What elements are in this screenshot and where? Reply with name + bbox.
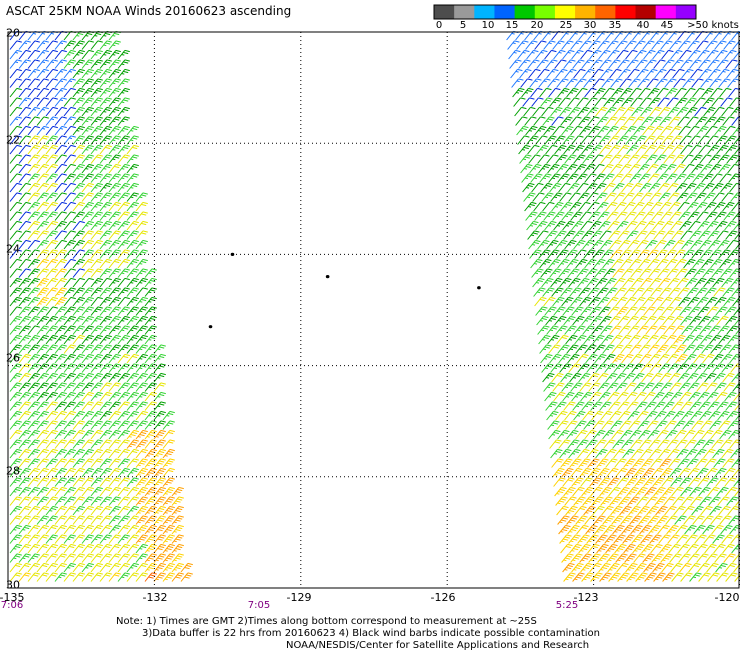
- colorbar-swatch: [575, 5, 596, 19]
- colorbar-frame: [433, 4, 697, 20]
- wind-barbs: [126, 429, 675, 582]
- colorbar-swatch: [655, 5, 677, 19]
- wind-barbs: [9, 30, 740, 145]
- colorbar-label: 15: [505, 20, 519, 31]
- colorbar-label: 40: [636, 20, 650, 31]
- colorbar-label: 0: [435, 20, 443, 31]
- colorbar-swatch: [595, 5, 616, 19]
- x-tick-label: -123: [573, 591, 599, 604]
- map-title: ASCAT 25KM NOAA Winds 20160623 ascending: [6, 4, 292, 18]
- colorbar-label: 10: [481, 20, 495, 31]
- island-marker: [325, 275, 330, 279]
- colorbar-label: >50 knots: [687, 20, 739, 31]
- island-marker: [477, 286, 481, 290]
- x-tick-label: -132: [142, 591, 168, 604]
- colorbar-swatch: [554, 5, 576, 19]
- wind-barbs: [9, 30, 740, 582]
- y-tick-label: 22: [6, 133, 20, 147]
- wind-barbs: [9, 106, 740, 582]
- x-tick-label: -126: [430, 591, 456, 604]
- y-tick-label: 28: [6, 464, 20, 478]
- colorbar-label: 45: [660, 20, 674, 31]
- colorbar-label: 25: [559, 20, 573, 31]
- colorbar-swatch: [474, 5, 495, 19]
- pass-time-label: 7:05: [247, 600, 271, 611]
- x-tick-label: -129: [286, 591, 312, 604]
- y-tick-label: 26: [6, 351, 20, 365]
- colorbar-label: 5: [459, 20, 467, 31]
- colorbar-swatch: [615, 5, 637, 19]
- x-tick-label: -135: [0, 591, 25, 604]
- wind-barbs: [9, 30, 740, 278]
- colorbar-label: 35: [608, 20, 622, 31]
- island-marker: [208, 325, 213, 329]
- footnote-line-1: Note: 1) Times are GMT 2)Times along bot…: [116, 616, 537, 627]
- colorbar-swatch: [454, 5, 475, 19]
- y-tick-label: 30: [6, 578, 20, 592]
- pass-time-label: 5:25: [555, 600, 579, 611]
- colorbar-labels: 0 5 10 15 20 25 30 35 40 45 >50 knots: [0, 20, 740, 34]
- y-tick-label: 24: [6, 242, 20, 256]
- colorbar-swatch: [514, 5, 536, 19]
- colorbar-swatch: [494, 5, 516, 19]
- pass-time-label: 7:06: [0, 600, 24, 611]
- wind-barbs: [9, 30, 740, 430]
- x-tick-label: -120: [714, 591, 740, 604]
- colorbar-swatch: [635, 5, 657, 19]
- colorbar-swatch: [434, 5, 455, 19]
- y-tick-label: 20: [6, 26, 20, 40]
- plot-frame: [7, 31, 740, 589]
- colorbar-swatch: [675, 5, 697, 19]
- wind-barbs: [144, 572, 157, 582]
- colorbar-swatch: [534, 5, 556, 19]
- island-marker: [230, 252, 235, 256]
- footnote-line-3: NOAA/NESDIS/Center for Satellite Applica…: [286, 640, 590, 651]
- wind-barbs: [18, 249, 736, 582]
- colorbar-label: 20: [530, 20, 544, 31]
- colorbar-label: 30: [583, 20, 597, 31]
- footnote-line-2: 3)Data buffer is 22 hrs from 20160623 4)…: [142, 628, 600, 639]
